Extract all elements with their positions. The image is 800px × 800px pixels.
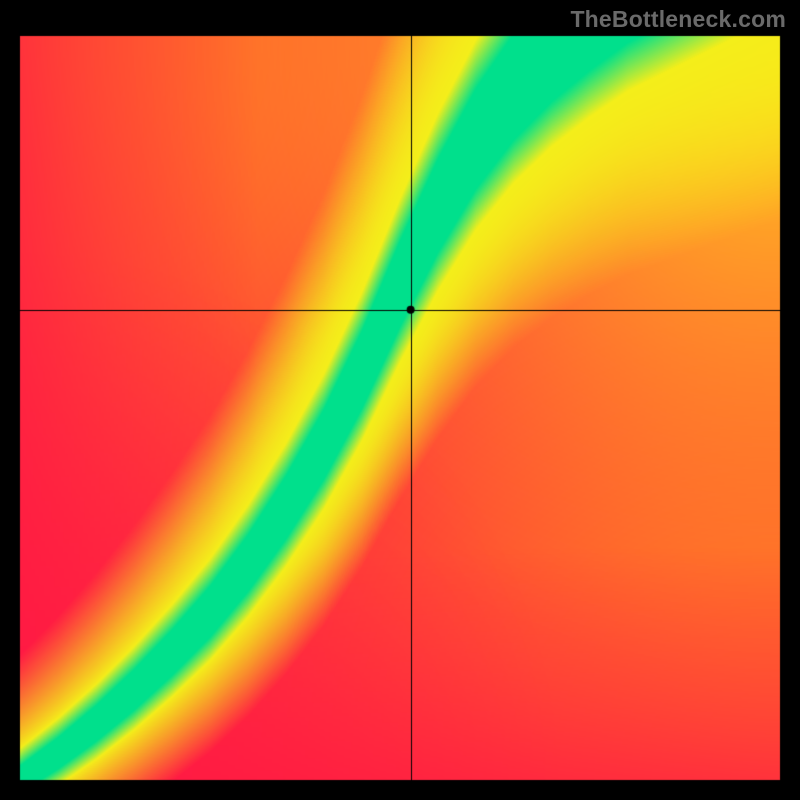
bottleneck-heatmap <box>0 0 800 800</box>
watermark-text: TheBottleneck.com <box>570 6 786 33</box>
chart-container: TheBottleneck.com <box>0 0 800 800</box>
